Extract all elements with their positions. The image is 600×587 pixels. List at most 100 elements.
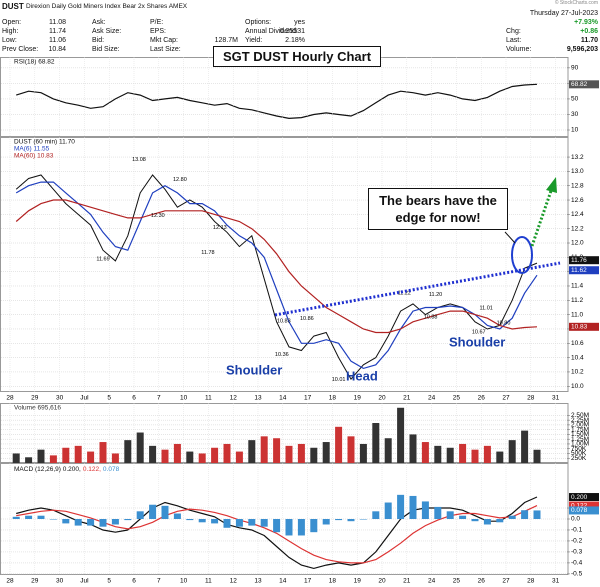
y-tick-label: 12.4	[571, 211, 584, 218]
series-line	[15, 181, 538, 370]
bar	[297, 443, 305, 463]
bar	[198, 453, 206, 463]
x-tick-label: 25	[453, 395, 461, 402]
bar	[136, 432, 144, 463]
x-tick-label: 29	[31, 578, 39, 585]
bar	[62, 447, 70, 463]
bar	[223, 519, 231, 528]
bar	[496, 519, 504, 523]
y-tick-label: 12.6	[571, 197, 584, 204]
y-tick-label: 13.2	[571, 154, 584, 161]
arrow-head	[546, 177, 557, 193]
x-tick-label: 28	[6, 395, 14, 402]
commentary: The bears have the edge for now!	[368, 188, 508, 230]
x-tick-label: 11	[205, 578, 212, 585]
field-label: Yield:	[245, 37, 263, 44]
bar	[25, 457, 33, 463]
bar	[446, 511, 454, 519]
bar	[434, 506, 442, 519]
x-tick-label: 21	[403, 578, 411, 585]
bar	[74, 445, 82, 463]
bar	[198, 519, 206, 523]
summary-value: +0.86	[580, 28, 598, 35]
x-tick-label: 18	[329, 578, 337, 585]
value-tag-label: 11.76	[571, 257, 587, 264]
price-label: 10.80	[497, 320, 511, 326]
y-tick-label: 1.50M	[571, 431, 589, 438]
field-label: P/E:	[150, 19, 164, 26]
value-tag-label: 0.200	[571, 494, 588, 501]
bar	[248, 440, 256, 463]
bar	[136, 511, 144, 519]
x-tick-label: 19	[354, 395, 362, 402]
bar	[173, 513, 181, 519]
y-tick-label: 500K	[571, 450, 587, 457]
bar	[37, 449, 45, 463]
bar	[149, 445, 157, 463]
bar	[173, 443, 181, 463]
highlight-ellipse	[511, 236, 533, 274]
bar	[161, 449, 169, 463]
field-label: Annual Dividend:	[245, 28, 298, 35]
x-tick-label: 20	[378, 395, 386, 402]
price-label: 13.08	[132, 157, 146, 163]
y-tick-label: 10.6	[571, 340, 584, 347]
bar	[384, 438, 392, 463]
value-tag	[569, 506, 599, 515]
bar	[372, 423, 380, 463]
bar	[446, 447, 454, 463]
field-label: Prev Close:	[2, 46, 39, 53]
y-tick-label: 11.0	[571, 311, 584, 318]
x-tick-label: 7	[157, 395, 161, 402]
y-tick-label: -0.5	[571, 571, 583, 578]
bar	[533, 449, 541, 463]
bar	[235, 519, 243, 527]
x-tick-label: 17	[304, 578, 312, 585]
summary-value: +7.93%	[574, 19, 598, 26]
x-tick-label: 10	[180, 578, 188, 585]
y-tick-label: 12.8	[571, 182, 584, 189]
y-tick-label: 2.25M	[571, 417, 589, 424]
value-tag-label: 0.122	[571, 502, 588, 509]
quote-header: DUST Direxion Daily Gold Miners Index Bea…	[0, 0, 600, 56]
x-tick-label: 31	[552, 395, 560, 402]
price-label: 10.67	[472, 330, 486, 336]
bar	[521, 510, 529, 519]
bar	[347, 436, 355, 463]
x-tick-label: 7	[157, 578, 161, 585]
legend-entry: MACD (12,26,9) 0.200,	[14, 466, 81, 473]
field-value: 128.7M	[214, 37, 238, 44]
field-label: Bid:	[92, 37, 105, 44]
bar	[248, 519, 256, 526]
bar	[521, 430, 529, 463]
symbol: DUST	[2, 2, 24, 11]
x-tick-label: 17	[304, 395, 312, 402]
bar	[335, 519, 343, 521]
legend: MACD (12,26,9) 0.200, 0.122, 0.078	[14, 466, 120, 473]
price-label: 12.80	[173, 177, 187, 183]
panels: 9070503010RSI(18) 68.8268.8210.010.210.4…	[0, 57, 599, 585]
y-tick-label: -0.4	[571, 560, 583, 567]
bar	[211, 447, 219, 463]
x-tick-label: 13	[254, 395, 262, 402]
summary-label: Chg:	[506, 28, 521, 35]
field-value: 0.25531	[279, 28, 305, 35]
bar	[99, 519, 107, 527]
value-tag	[569, 322, 599, 331]
bar	[62, 519, 70, 524]
price-label: 11.01	[479, 305, 492, 311]
bar	[297, 519, 305, 536]
x-tick-label: 31	[552, 578, 560, 585]
bar	[260, 436, 268, 463]
y-tick-label: 10.2	[571, 369, 584, 376]
bar	[161, 505, 169, 519]
bar	[12, 516, 20, 519]
bar	[496, 451, 504, 463]
y-tick-label: 750K	[571, 445, 587, 452]
y-tick-label: 12.2	[571, 225, 584, 232]
price-label: 10.83	[277, 318, 291, 324]
bar	[322, 519, 330, 525]
price-label: 10.36	[275, 352, 289, 358]
x-tick-label: 14	[279, 578, 287, 585]
